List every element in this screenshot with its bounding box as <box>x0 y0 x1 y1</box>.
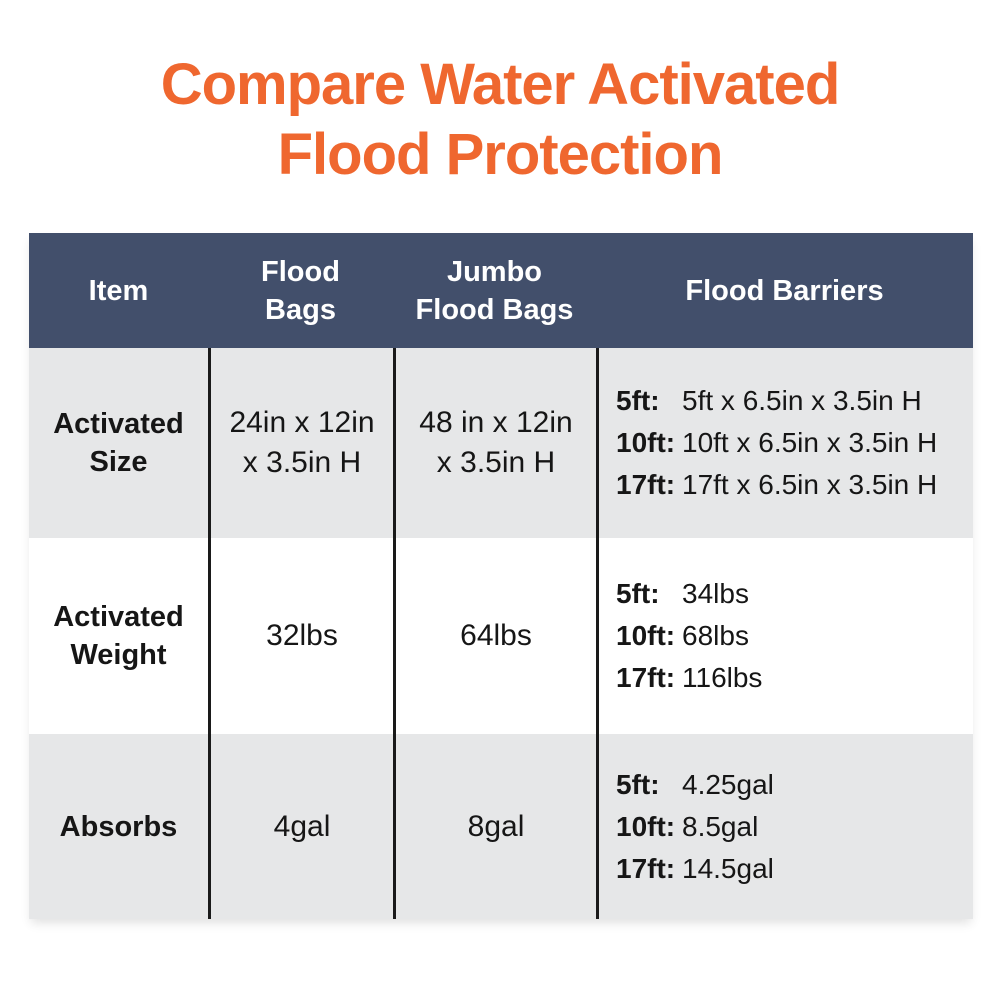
row-label-line2: Weight <box>70 639 167 671</box>
cell-absorbs-flood-bags: 4gal <box>208 734 393 919</box>
barrier-weight-value: 68lbs <box>682 620 749 651</box>
row-label: Absorbs <box>59 810 178 843</box>
barrier-weight-10ft: 10ft: 68lbs <box>616 615 749 657</box>
jumbo-label-line2: Flood Bags <box>415 293 574 326</box>
column-header-item: Item <box>29 233 208 348</box>
column-header-item-label: Item <box>88 274 149 307</box>
barrier-absorbs-5ft: 5ft: 4.25gal <box>616 764 774 806</box>
page-title: Compare Water Activated Flood Protection <box>0 50 1000 190</box>
page-title-line2: Flood Protection <box>277 122 724 187</box>
column-header-jumbo-flood-bags: Jumbo Flood Bags <box>393 233 596 348</box>
flood-barriers-label: Flood Barriers <box>685 274 884 307</box>
cell-value-line1: 48 in x 12in <box>419 406 573 439</box>
barrier-absorbs-value: 4.25gal <box>682 768 774 800</box>
barrier-size-key: 5ft: <box>616 578 660 609</box>
barrier-absorbs-value: 8.5gal <box>682 810 759 842</box>
cell-value: 64lbs <box>460 619 532 652</box>
barrier-size-value: 5ft x 6.5in x 3.5in H <box>682 385 922 416</box>
cell-value-line2: x 3.5in H <box>242 446 362 479</box>
barrier-size-value: 10ft x 6.5in x 3.5in H <box>682 427 938 458</box>
table-header-row: Item Flood Bags Jumbo Flood Bags Flood B… <box>29 233 973 348</box>
page-title-line1: Compare Water Activated <box>160 52 841 117</box>
barrier-size-key: 17ft: <box>616 662 676 693</box>
row-label-absorbs: Absorbs <box>29 734 208 919</box>
barrier-absorbs-value: 14.5gal <box>682 852 774 884</box>
cell-value: 8gal <box>467 809 525 843</box>
barrier-spec-5ft: 5ft: 5ft x 6.5in x 3.5in H <box>616 380 922 422</box>
barrier-weight-value: 116lbs <box>682 662 763 693</box>
row-label-line1: Activated <box>53 601 184 633</box>
barrier-size-key: 10ft: <box>616 427 676 458</box>
cell-size-jumbo-flood-bags: 48 in x 12in x 3.5in H <box>393 348 596 538</box>
barrier-spec-10ft: 10ft: 10ft x 6.5in x 3.5in H <box>616 422 937 464</box>
row-label-activated-size: Activated Size <box>29 348 208 538</box>
barrier-weight-value: 34lbs <box>682 578 749 609</box>
row-label-line2: Size <box>89 446 148 478</box>
barrier-weight-17ft: 17ft: 116lbs <box>616 657 762 699</box>
column-header-flood-barriers: Flood Barriers <box>596 233 973 348</box>
cell-size-flood-bags: 24in x 12in x 3.5in H <box>208 348 393 538</box>
cell-value: 32lbs <box>266 619 338 652</box>
table-row-absorbs: Absorbs 4gal 8gal 5ft: 4.25gal 10ft: 8.5ga… <box>29 734 973 919</box>
cell-absorbs-flood-barriers: 5ft: 4.25gal 10ft: 8.5gal 17ft: 14.5gal <box>596 734 973 919</box>
barrier-spec-17ft: 17ft: 17ft x 6.5in x 3.5in H <box>616 464 937 506</box>
barrier-size-value: 17ft x 6.5in x 3.5in H <box>682 469 938 500</box>
barrier-absorbs-10ft: 10ft: 8.5gal <box>616 806 758 848</box>
barrier-size-key: 17ft: <box>616 852 676 884</box>
table-row-activated-weight: Activated Weight 32lbs 64lbs 5ft: 34lbs 1… <box>29 538 973 734</box>
cell-weight-flood-bags: 32lbs <box>208 538 393 734</box>
barrier-size-key: 17ft: <box>616 469 676 500</box>
cell-value-line1: 24in x 12in <box>229 406 375 439</box>
cell-value-line2: x 3.5in H <box>436 446 556 479</box>
cell-size-flood-barriers: 5ft: 5ft x 6.5in x 3.5in H 10ft: 10ft x 6.… <box>596 348 973 538</box>
flood-bags-label-line2: Bags <box>265 293 336 326</box>
cell-weight-flood-barriers: 5ft: 34lbs 10ft: 68lbs 17ft: 116lbs <box>596 538 973 734</box>
cell-absorbs-jumbo-flood-bags: 8gal <box>393 734 596 919</box>
barrier-size-key: 10ft: <box>616 620 676 651</box>
row-label-activated-weight: Activated Weight <box>29 538 208 734</box>
comparison-table: Item Flood Bags Jumbo Flood Bags Flood B… <box>29 233 973 919</box>
cell-weight-jumbo-flood-bags: 64lbs <box>393 538 596 734</box>
barrier-size-key: 10ft: <box>616 810 676 842</box>
barrier-absorbs-17ft: 17ft: 14.5gal <box>616 848 774 890</box>
barrier-size-key: 5ft: <box>616 385 660 416</box>
jumbo-label-line1: Jumbo <box>446 255 543 288</box>
row-label-line1: Activated <box>53 408 184 440</box>
cell-value: 4gal <box>273 809 331 843</box>
table-row-activated-size: Activated Size 24in x 12in x 3.5in H 48 … <box>29 348 973 538</box>
flood-bags-label-line1: Flood <box>261 255 340 288</box>
barrier-size-key: 5ft: <box>616 768 660 800</box>
column-header-flood-bags: Flood Bags <box>208 233 393 348</box>
barrier-weight-5ft: 5ft: 34lbs <box>616 573 749 615</box>
